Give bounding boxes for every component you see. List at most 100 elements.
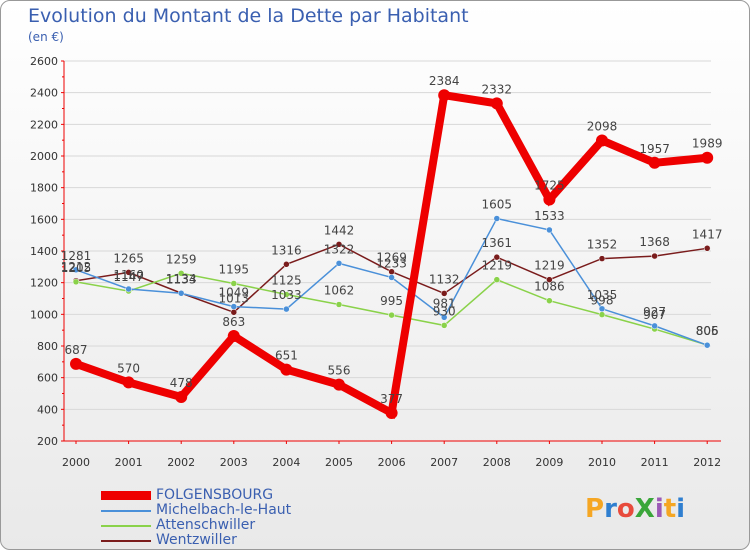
data-label: 1013 xyxy=(219,291,250,305)
data-point xyxy=(122,376,135,389)
data-label: 1725 xyxy=(534,179,565,193)
data-label: 2384 xyxy=(429,74,460,88)
data-label: 1160 xyxy=(113,268,144,282)
data-label: 1361 xyxy=(482,236,513,250)
data-label: 1134 xyxy=(166,272,197,286)
data-label: 377 xyxy=(380,392,403,406)
data-label: 1281 xyxy=(61,249,92,263)
x-tick-label: 2006 xyxy=(378,456,406,469)
legend-label: FOLGENSBOURG xyxy=(156,487,274,503)
data-label: 1989 xyxy=(692,137,723,151)
data-label: 995 xyxy=(380,294,403,308)
data-label: 1033 xyxy=(271,288,302,302)
y-tick-label: 2200 xyxy=(30,118,58,131)
data-point xyxy=(546,297,553,304)
data-label: 1205 xyxy=(61,261,92,275)
data-point xyxy=(440,314,448,321)
data-label: 1212 xyxy=(61,260,92,274)
data-label: 1086 xyxy=(534,280,565,294)
logo-letter: o xyxy=(616,494,635,524)
data-point xyxy=(388,311,395,319)
data-label: 478 xyxy=(170,376,193,390)
legend-label: Michelbach-le-Haut xyxy=(156,502,292,518)
data-label: 1417 xyxy=(692,227,723,241)
data-label: 1316 xyxy=(271,243,302,257)
x-tick-label: 2000 xyxy=(62,456,90,469)
x-tick-label: 2009 xyxy=(535,456,563,469)
y-tick-label: 1600 xyxy=(30,213,58,226)
data-label: 1233 xyxy=(376,256,407,270)
x-tick-label: 2003 xyxy=(220,456,248,469)
data-label: 927 xyxy=(643,305,666,319)
logo-letter: i xyxy=(654,494,664,524)
data-point xyxy=(177,290,185,297)
data-label: 1269 xyxy=(376,251,407,265)
x-tick-label: 2012 xyxy=(693,456,721,469)
data-point xyxy=(648,156,661,169)
data-point xyxy=(70,357,82,370)
data-point xyxy=(596,134,608,147)
legend-swatch xyxy=(101,510,151,512)
chart-title: Evolution du Montant de la Dette par Hab… xyxy=(28,5,469,27)
data-point xyxy=(703,341,711,349)
data-label: 805 xyxy=(696,324,719,338)
data-label: 907 xyxy=(643,308,666,322)
data-label: 570 xyxy=(117,361,140,375)
y-tick-label: 200 xyxy=(37,435,58,448)
data-label: 1219 xyxy=(534,259,565,273)
logo-letter: P xyxy=(585,494,605,524)
data-label: 1062 xyxy=(324,284,355,298)
data-point xyxy=(440,322,448,329)
data-point xyxy=(72,278,80,286)
data-point xyxy=(598,311,606,318)
data-label: 1147 xyxy=(113,270,144,284)
data-point xyxy=(388,274,395,281)
data-label: 1957 xyxy=(639,142,670,156)
y-tick-label: 1000 xyxy=(30,308,58,321)
logo-letter: X xyxy=(634,494,655,524)
data-label: 1368 xyxy=(639,235,670,249)
data-point xyxy=(335,301,343,308)
legend-label: Wentzwiller xyxy=(156,532,237,548)
data-label: 2332 xyxy=(482,82,513,96)
data-label: 1533 xyxy=(534,209,565,223)
data-point xyxy=(280,363,293,376)
data-label: 1035 xyxy=(587,288,618,302)
data-point xyxy=(230,280,238,287)
data-label: 1219 xyxy=(482,259,513,273)
data-point xyxy=(598,305,606,313)
data-label: 1125 xyxy=(271,274,302,288)
y-tick-label: 400 xyxy=(37,403,58,416)
data-point xyxy=(227,330,240,343)
logo-letter: r xyxy=(604,494,617,524)
y-tick-label: 2400 xyxy=(30,87,58,100)
data-point xyxy=(72,266,80,274)
data-point xyxy=(493,253,501,261)
data-point xyxy=(125,269,132,276)
x-tick-label: 2008 xyxy=(483,456,511,469)
legend-swatch xyxy=(101,540,151,542)
data-point xyxy=(651,322,658,330)
data-point xyxy=(546,226,553,234)
x-tick-label: 2007 xyxy=(430,456,458,469)
data-point xyxy=(283,305,290,313)
data-label: 863 xyxy=(222,315,245,329)
x-tick-label: 2004 xyxy=(272,456,300,469)
y-tick-label: 1400 xyxy=(30,245,58,258)
data-point xyxy=(490,97,503,110)
y-tick-label: 2600 xyxy=(30,55,58,68)
data-label: 998 xyxy=(591,294,614,308)
data-label: 1259 xyxy=(166,252,197,266)
y-tick-label: 1800 xyxy=(30,182,58,195)
data-label: 930 xyxy=(433,304,456,318)
y-tick-label: 800 xyxy=(37,340,58,353)
data-point xyxy=(335,260,343,267)
data-label: 651 xyxy=(275,349,298,363)
data-point xyxy=(701,151,714,164)
data-point xyxy=(333,378,345,391)
data-point xyxy=(175,390,188,403)
y-tick-label: 1200 xyxy=(30,277,58,290)
data-point xyxy=(125,285,132,293)
chart-subtitle: (en €) xyxy=(28,30,64,44)
